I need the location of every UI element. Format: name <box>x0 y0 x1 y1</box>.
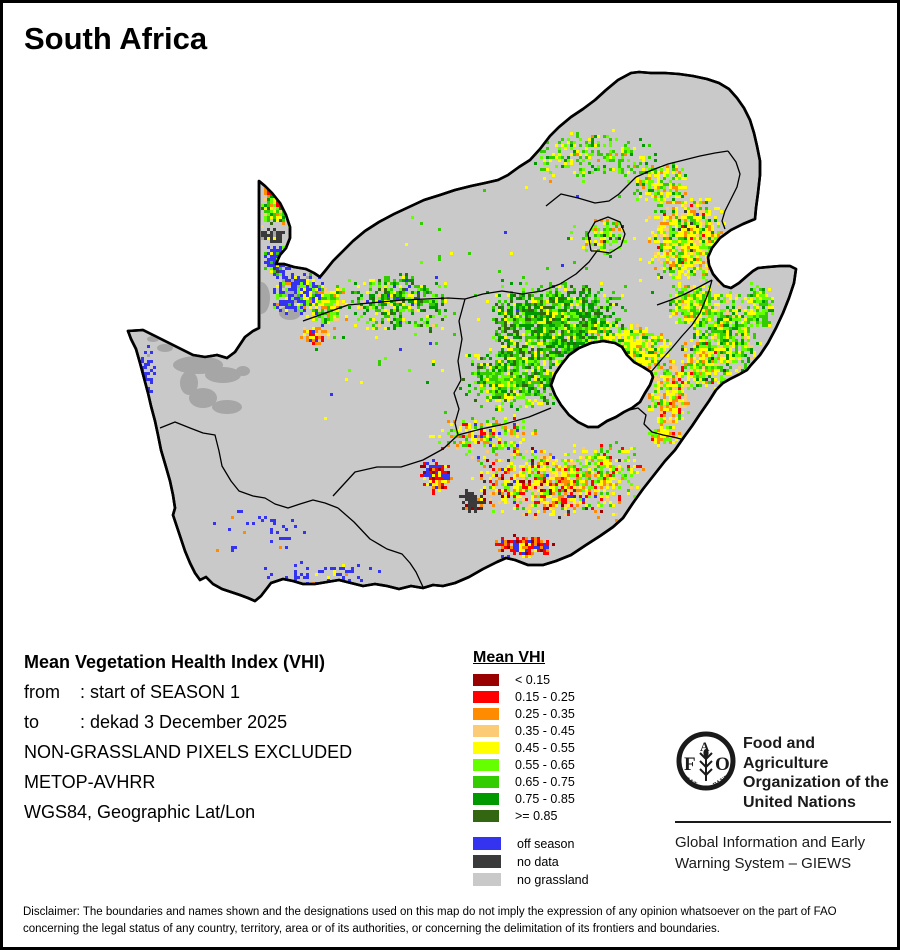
legend-row: 0.75 - 0.85 <box>473 792 589 806</box>
legend-label: 0.55 - 0.65 <box>515 758 575 772</box>
legend-label: >= 0.85 <box>515 809 558 823</box>
province-borders <box>159 150 741 588</box>
to-label: to <box>24 712 40 732</box>
info-to-line: to : dekad 3 December 2025 <box>24 713 352 731</box>
legend-row: >= 0.85 <box>473 809 589 823</box>
from-label: from <box>24 682 60 702</box>
legend: Mean VHI < 0.15 0.15 - 0.25 0.25 - 0.35 0.3… <box>473 649 589 891</box>
legend-label: no grassland <box>517 872 589 887</box>
legend-label: off season <box>517 836 575 851</box>
page-title: South Africa <box>24 21 208 56</box>
legend-label: 0.35 - 0.45 <box>515 724 575 738</box>
legend-row: 0.65 - 0.75 <box>473 775 589 789</box>
legend-row: no grassland <box>473 872 589 887</box>
legend-extras: off season no data no grassland <box>473 836 589 887</box>
legend-title: Mean VHI <box>473 649 546 666</box>
info-sensor-line: METOP-AVHRR <box>24 772 156 792</box>
legend-swatch <box>473 793 499 805</box>
legend-label: < 0.15 <box>515 673 551 687</box>
info-projection-line: WGS84, Geographic Lat/Lon <box>24 802 256 822</box>
legend-swatch <box>473 708 499 720</box>
legend-label: 0.25 - 0.35 <box>515 707 575 721</box>
info-heading: Mean Vegetation Health Index (VHI) <box>24 652 326 672</box>
legend-row: no data <box>473 854 589 869</box>
legend-label: no data <box>517 854 559 869</box>
legend-swatch <box>473 742 499 754</box>
fao-org-name: Food and Agriculture Organization of the… <box>743 735 889 811</box>
legend-row: < 0.15 <box>473 673 589 687</box>
fao-block: F A O FIAT PANIS Food and Agriculture Or… <box>675 729 891 874</box>
legend-swatch <box>473 855 501 868</box>
legend-swatch <box>473 837 501 850</box>
legend-swatch <box>473 691 499 703</box>
legend-classes: < 0.15 0.15 - 0.25 0.25 - 0.35 0.35 - 0.45 0… <box>473 673 589 823</box>
disclaimer-text: Disclaimer: The boundaries and names sho… <box>23 906 837 935</box>
legend-swatch <box>473 873 501 886</box>
fao-logo-icon: F A O FIAT PANIS <box>676 731 736 791</box>
legend-row: 0.45 - 0.55 <box>473 741 589 755</box>
legend-row: 0.25 - 0.35 <box>473 707 589 721</box>
legend-row: off season <box>473 836 589 851</box>
fao-divider <box>675 821 891 823</box>
legend-label: 0.45 - 0.55 <box>515 741 575 755</box>
from-value: : start of SEASON 1 <box>80 682 241 702</box>
legend-row: 0.55 - 0.65 <box>473 758 589 772</box>
info-exclusion-line: NON-GRASSLAND PIXELS EXCLUDED <box>24 742 353 762</box>
info-from-line: from : start of SEASON 1 <box>24 683 352 701</box>
legend-label: 0.65 - 0.75 <box>515 775 575 789</box>
giews-name: Global Information and Early Warning Sys… <box>675 834 866 872</box>
legend-swatch <box>473 674 499 686</box>
legend-label: 0.75 - 0.85 <box>515 792 575 806</box>
to-value: : dekad 3 December 2025 <box>80 712 288 732</box>
legend-swatch <box>473 759 499 771</box>
south-africa-map <box>126 70 798 603</box>
legend-row: 0.35 - 0.45 <box>473 724 589 738</box>
country-outline <box>126 70 798 603</box>
legend-swatch <box>473 810 499 822</box>
legend-label: 0.15 - 0.25 <box>515 690 575 704</box>
map-info-block: Mean Vegetation Health Index (VHI) from:… <box>24 653 352 833</box>
legend-swatch <box>473 776 499 788</box>
legend-swatch <box>473 725 499 737</box>
legend-row: 0.15 - 0.25 <box>473 690 589 704</box>
